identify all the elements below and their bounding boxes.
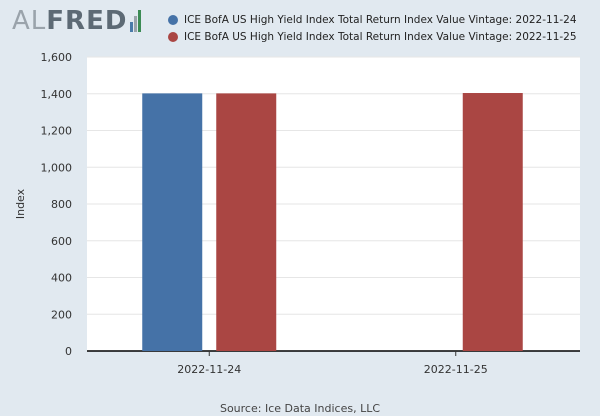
y-tick-label: 1,000 xyxy=(41,161,73,174)
legend-dot-series-2 xyxy=(168,31,178,42)
bars xyxy=(142,93,523,351)
y-tick-label: 400 xyxy=(51,272,72,285)
legend-label-series-1: ICE BofA US High Yield Index Total Retur… xyxy=(184,13,577,26)
x-tick-label: 2022-11-24 xyxy=(177,363,241,376)
legend-dot-series-1 xyxy=(168,14,178,25)
y-tick-label: 0 xyxy=(65,345,72,358)
legend-item-series-2[interactable]: ICE BofA US High Yield Index Total Retur… xyxy=(168,28,577,45)
x-tick-labels: 2022-11-24 2022-11-25 xyxy=(177,351,488,376)
chart-legend: ICE BofA US High Yield Index Total Retur… xyxy=(168,11,577,45)
bar-series-2-2022-11-25[interactable] xyxy=(462,93,523,351)
bar-series-2-2022-11-24[interactable] xyxy=(216,93,277,351)
logo-bars-icon xyxy=(130,10,142,32)
logo-text-al: AL xyxy=(12,6,47,36)
y-tick-label: 1,400 xyxy=(41,88,73,101)
y-tick-labels: 0 200 400 600 800 1,000 1,200 1,400 1,600 xyxy=(41,51,73,358)
y-tick-label: 800 xyxy=(51,198,72,211)
fred-logo[interactable]: AL FRED xyxy=(12,6,142,36)
y-tick-label: 1,200 xyxy=(41,125,73,138)
y-axis-title: Index xyxy=(14,188,27,219)
legend-item-series-1[interactable]: ICE BofA US High Yield Index Total Retur… xyxy=(168,11,577,28)
source-note: Source: Ice Data Indices, LLC xyxy=(219,402,381,415)
logo-bar-3 xyxy=(138,10,142,32)
logo-bar-1 xyxy=(130,22,134,32)
logo-text-fred: FRED xyxy=(46,6,128,36)
logo-bar-2 xyxy=(134,16,138,32)
y-tick-label: 600 xyxy=(51,235,72,248)
bar-series-1-2022-11-24[interactable] xyxy=(142,93,203,351)
x-tick-label: 2022-11-25 xyxy=(424,363,488,376)
legend-label-series-2: ICE BofA US High Yield Index Total Retur… xyxy=(184,30,577,43)
y-tick-label: 1,600 xyxy=(41,51,73,64)
y-tick-label: 200 xyxy=(51,308,72,321)
